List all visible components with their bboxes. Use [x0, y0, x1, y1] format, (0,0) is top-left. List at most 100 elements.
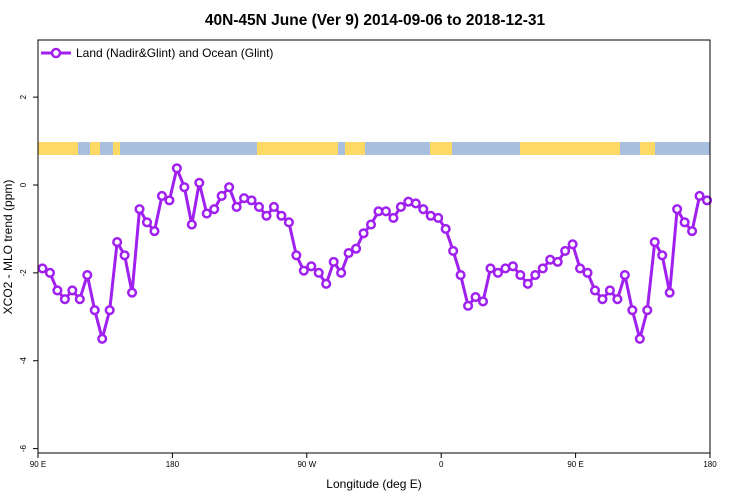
data-point [134, 204, 145, 215]
data-point [186, 219, 197, 230]
legend-swatch-marker [50, 47, 62, 59]
data-point [388, 212, 399, 223]
data-point [589, 285, 601, 296]
data-point [276, 210, 287, 221]
data-point [164, 195, 175, 206]
y-tick-label: -2 [19, 269, 28, 277]
land-segment [640, 142, 655, 155]
ocean-segment [655, 142, 710, 155]
data-point [642, 305, 653, 316]
data-point [380, 206, 391, 217]
data-point [395, 201, 406, 213]
data-point [649, 237, 660, 248]
data-point [522, 278, 533, 289]
data-point [119, 250, 130, 261]
x-tick-label: 180 [703, 460, 717, 469]
data-point [507, 261, 518, 272]
ocean-segment [620, 142, 640, 155]
data-point [306, 261, 317, 272]
data-point [231, 201, 242, 213]
land-segment [345, 142, 365, 155]
legend: Land (Nadir&Glint) and Ocean (Glint) [41, 46, 273, 60]
y-tick-label: 0 [19, 182, 28, 187]
data-point [171, 163, 182, 174]
ocean-segment [452, 142, 520, 155]
x-tick-label: 180 [166, 460, 180, 469]
data-point [104, 305, 115, 316]
data-point [664, 287, 675, 298]
land-segment [113, 142, 120, 155]
data-point [268, 201, 279, 213]
x-tick-label: 0 [439, 460, 444, 469]
data-point [253, 201, 265, 213]
data-point [67, 285, 78, 296]
ocean-segment [100, 142, 113, 155]
data-point [575, 263, 586, 274]
x-tick-label: 90 E [567, 460, 583, 469]
land-segment [90, 142, 100, 155]
data-point [149, 226, 160, 237]
x-tick-label: 90 E [30, 460, 46, 469]
y-axis-label: XCO2 - MLO trend (ppm) [1, 180, 15, 315]
data-point [582, 267, 593, 278]
data-point [313, 267, 324, 278]
data-point [328, 256, 339, 267]
data-point [634, 333, 645, 344]
data-point [448, 245, 459, 256]
legend-label: Land (Nadir&Glint) and Ocean (Glint) [76, 46, 273, 60]
data-point [477, 296, 489, 307]
data-point [567, 239, 578, 250]
data-point [485, 263, 496, 274]
plot-frame [37, 39, 711, 454]
data-point [52, 285, 63, 296]
data-point [298, 265, 309, 276]
data-point [455, 270, 466, 281]
data-point [141, 217, 153, 228]
y-tick-label: -6 [19, 445, 28, 453]
data-point [470, 291, 481, 303]
x-axis-label: Longitude (deg E) [326, 477, 421, 491]
data-point [321, 278, 332, 289]
data-point [224, 182, 235, 193]
chart-title: 40N-45N June (Ver 9) 2014-09-06 to 2018-… [205, 12, 546, 29]
data-point [127, 287, 138, 298]
data-point [672, 204, 683, 215]
data-point [336, 267, 347, 278]
data-point [74, 294, 85, 305]
ocean-segment [365, 142, 430, 155]
ocean-segment [78, 142, 90, 155]
data-point [291, 250, 302, 261]
data-point [552, 256, 563, 267]
data-point [246, 195, 257, 206]
data-point [89, 305, 100, 316]
x-tick-label: 90 W [297, 460, 316, 469]
series-layer [37, 163, 713, 344]
data-point [351, 243, 362, 254]
data-point [701, 195, 713, 206]
y-tick-label: 2 [19, 94, 28, 99]
data-point [619, 270, 630, 281]
data-point [515, 270, 526, 281]
data-point [604, 285, 615, 296]
data-point [194, 177, 205, 188]
data-point [433, 212, 444, 223]
data-point [657, 250, 668, 261]
data-point [560, 245, 571, 256]
data-point [612, 294, 623, 305]
data-point [283, 217, 294, 228]
data-point [261, 210, 272, 221]
data-point [112, 237, 123, 248]
data-point [627, 305, 638, 316]
data-point [37, 263, 48, 274]
data-point [440, 223, 451, 234]
data-point [597, 294, 608, 305]
data-point [59, 294, 70, 305]
data-point [358, 228, 369, 239]
ocean-segment [120, 142, 257, 155]
data-point [201, 208, 212, 219]
data-point [82, 270, 93, 281]
land-ocean-band [38, 142, 710, 155]
data-point [530, 270, 541, 281]
data-point [410, 198, 421, 209]
x-axis: 90 E 180 90 W 0 90 E 180 [30, 453, 717, 469]
